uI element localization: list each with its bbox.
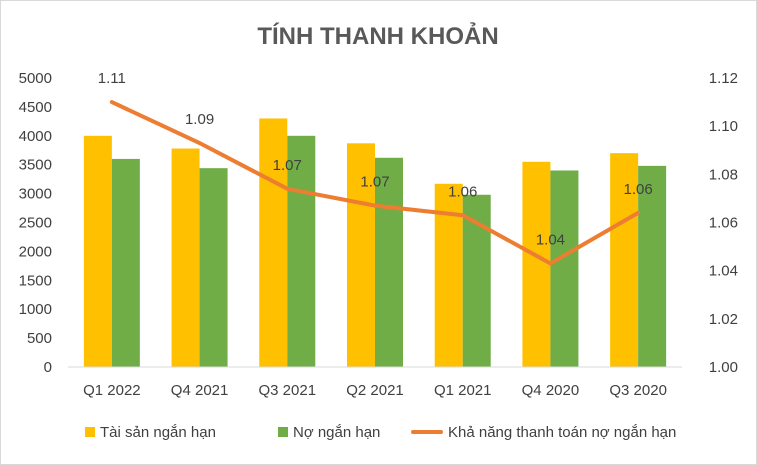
ratio-data-label: 1.07 — [273, 157, 302, 174]
bar-assets — [610, 153, 639, 367]
left-tick-label: 500 — [27, 330, 52, 347]
ratio-data-label: 1.04 — [536, 231, 565, 248]
legend-label-assets: Tài sản ngắn hạn — [100, 424, 216, 441]
right-tick-label: 1.06 — [709, 215, 738, 232]
right-tick-label: 1.08 — [709, 166, 738, 183]
ratio-data-label: 1.09 — [185, 111, 214, 128]
left-tick-label: 3000 — [19, 186, 52, 203]
bar-liabilities — [111, 158, 140, 367]
left-tick-label: 1500 — [19, 272, 52, 289]
line-series: 1.11 1.09 1.07 1.07 1.06 1.04 1.06 — [98, 70, 653, 266]
bar-assets — [83, 135, 112, 367]
bar-liabilities — [462, 194, 491, 367]
bar-series — [83, 118, 667, 368]
category-label: Q4 2021 — [171, 382, 229, 399]
left-tick-label: 4000 — [19, 128, 52, 145]
category-label: Q3 2021 — [259, 382, 317, 399]
category-label: Q4 2020 — [522, 382, 580, 399]
right-tick-label: 1.12 — [709, 70, 738, 87]
legend-label-liabilities: Nợ ngắn hạn — [293, 424, 380, 441]
bar-liabilities — [375, 157, 403, 367]
bar-assets — [347, 143, 375, 367]
left-tick-label: 1000 — [19, 301, 52, 318]
left-tick-label: 5000 — [19, 70, 52, 87]
ratio-data-label: 1.07 — [360, 174, 389, 191]
left-tick-label: 2500 — [19, 215, 52, 232]
legend-swatch-liabilities — [278, 427, 288, 437]
bar-assets — [522, 161, 551, 367]
ratio-data-label: 1.06 — [448, 183, 477, 200]
left-tick-label: 3500 — [19, 157, 52, 174]
right-tick-label: 1.02 — [709, 311, 738, 328]
category-label: Q3 2020 — [609, 382, 667, 399]
left-tick-label: 2000 — [19, 243, 52, 260]
bar-liabilities — [550, 170, 579, 367]
legend-swatch-assets — [85, 427, 95, 437]
right-axis-ticks: 1.00 1.02 1.04 1.06 1.08 1.10 1.12 — [709, 70, 738, 376]
left-axis-ticks: 0 500 1000 1500 2000 2500 3000 3500 4000 4500 5000 — [19, 70, 52, 376]
chart-title: TÍNH THANH KHOẢN — [257, 21, 498, 50]
bar-liabilities — [287, 135, 316, 367]
bar-liabilities — [638, 165, 667, 367]
ratio-data-label: 1.11 — [98, 70, 126, 87]
category-label: Q1 2021 — [434, 382, 492, 399]
legend-label-ratio: Khả năng thanh toán nợ ngắn hạn — [448, 424, 676, 441]
category-label: Q2 2021 — [346, 382, 404, 399]
ratio-line — [109, 100, 641, 266]
bar-liabilities — [199, 168, 228, 367]
category-label: Q1 2022 — [83, 382, 141, 399]
bar-assets — [171, 148, 200, 367]
left-tick-label: 4500 — [19, 99, 52, 116]
left-tick-label: 0 — [44, 359, 52, 376]
legend: Tài sản ngắn hạn Nợ ngắn hạn Khả năng th… — [85, 424, 676, 441]
category-labels: Q1 2022 Q4 2021 Q3 2021 Q2 2021 Q1 2021 Q4 20… — [83, 382, 667, 399]
right-tick-label: 1.00 — [709, 359, 738, 376]
right-tick-label: 1.04 — [709, 263, 738, 280]
ratio-data-label: 1.06 — [624, 181, 653, 198]
right-tick-label: 1.10 — [709, 118, 738, 135]
bar-assets — [259, 118, 288, 368]
